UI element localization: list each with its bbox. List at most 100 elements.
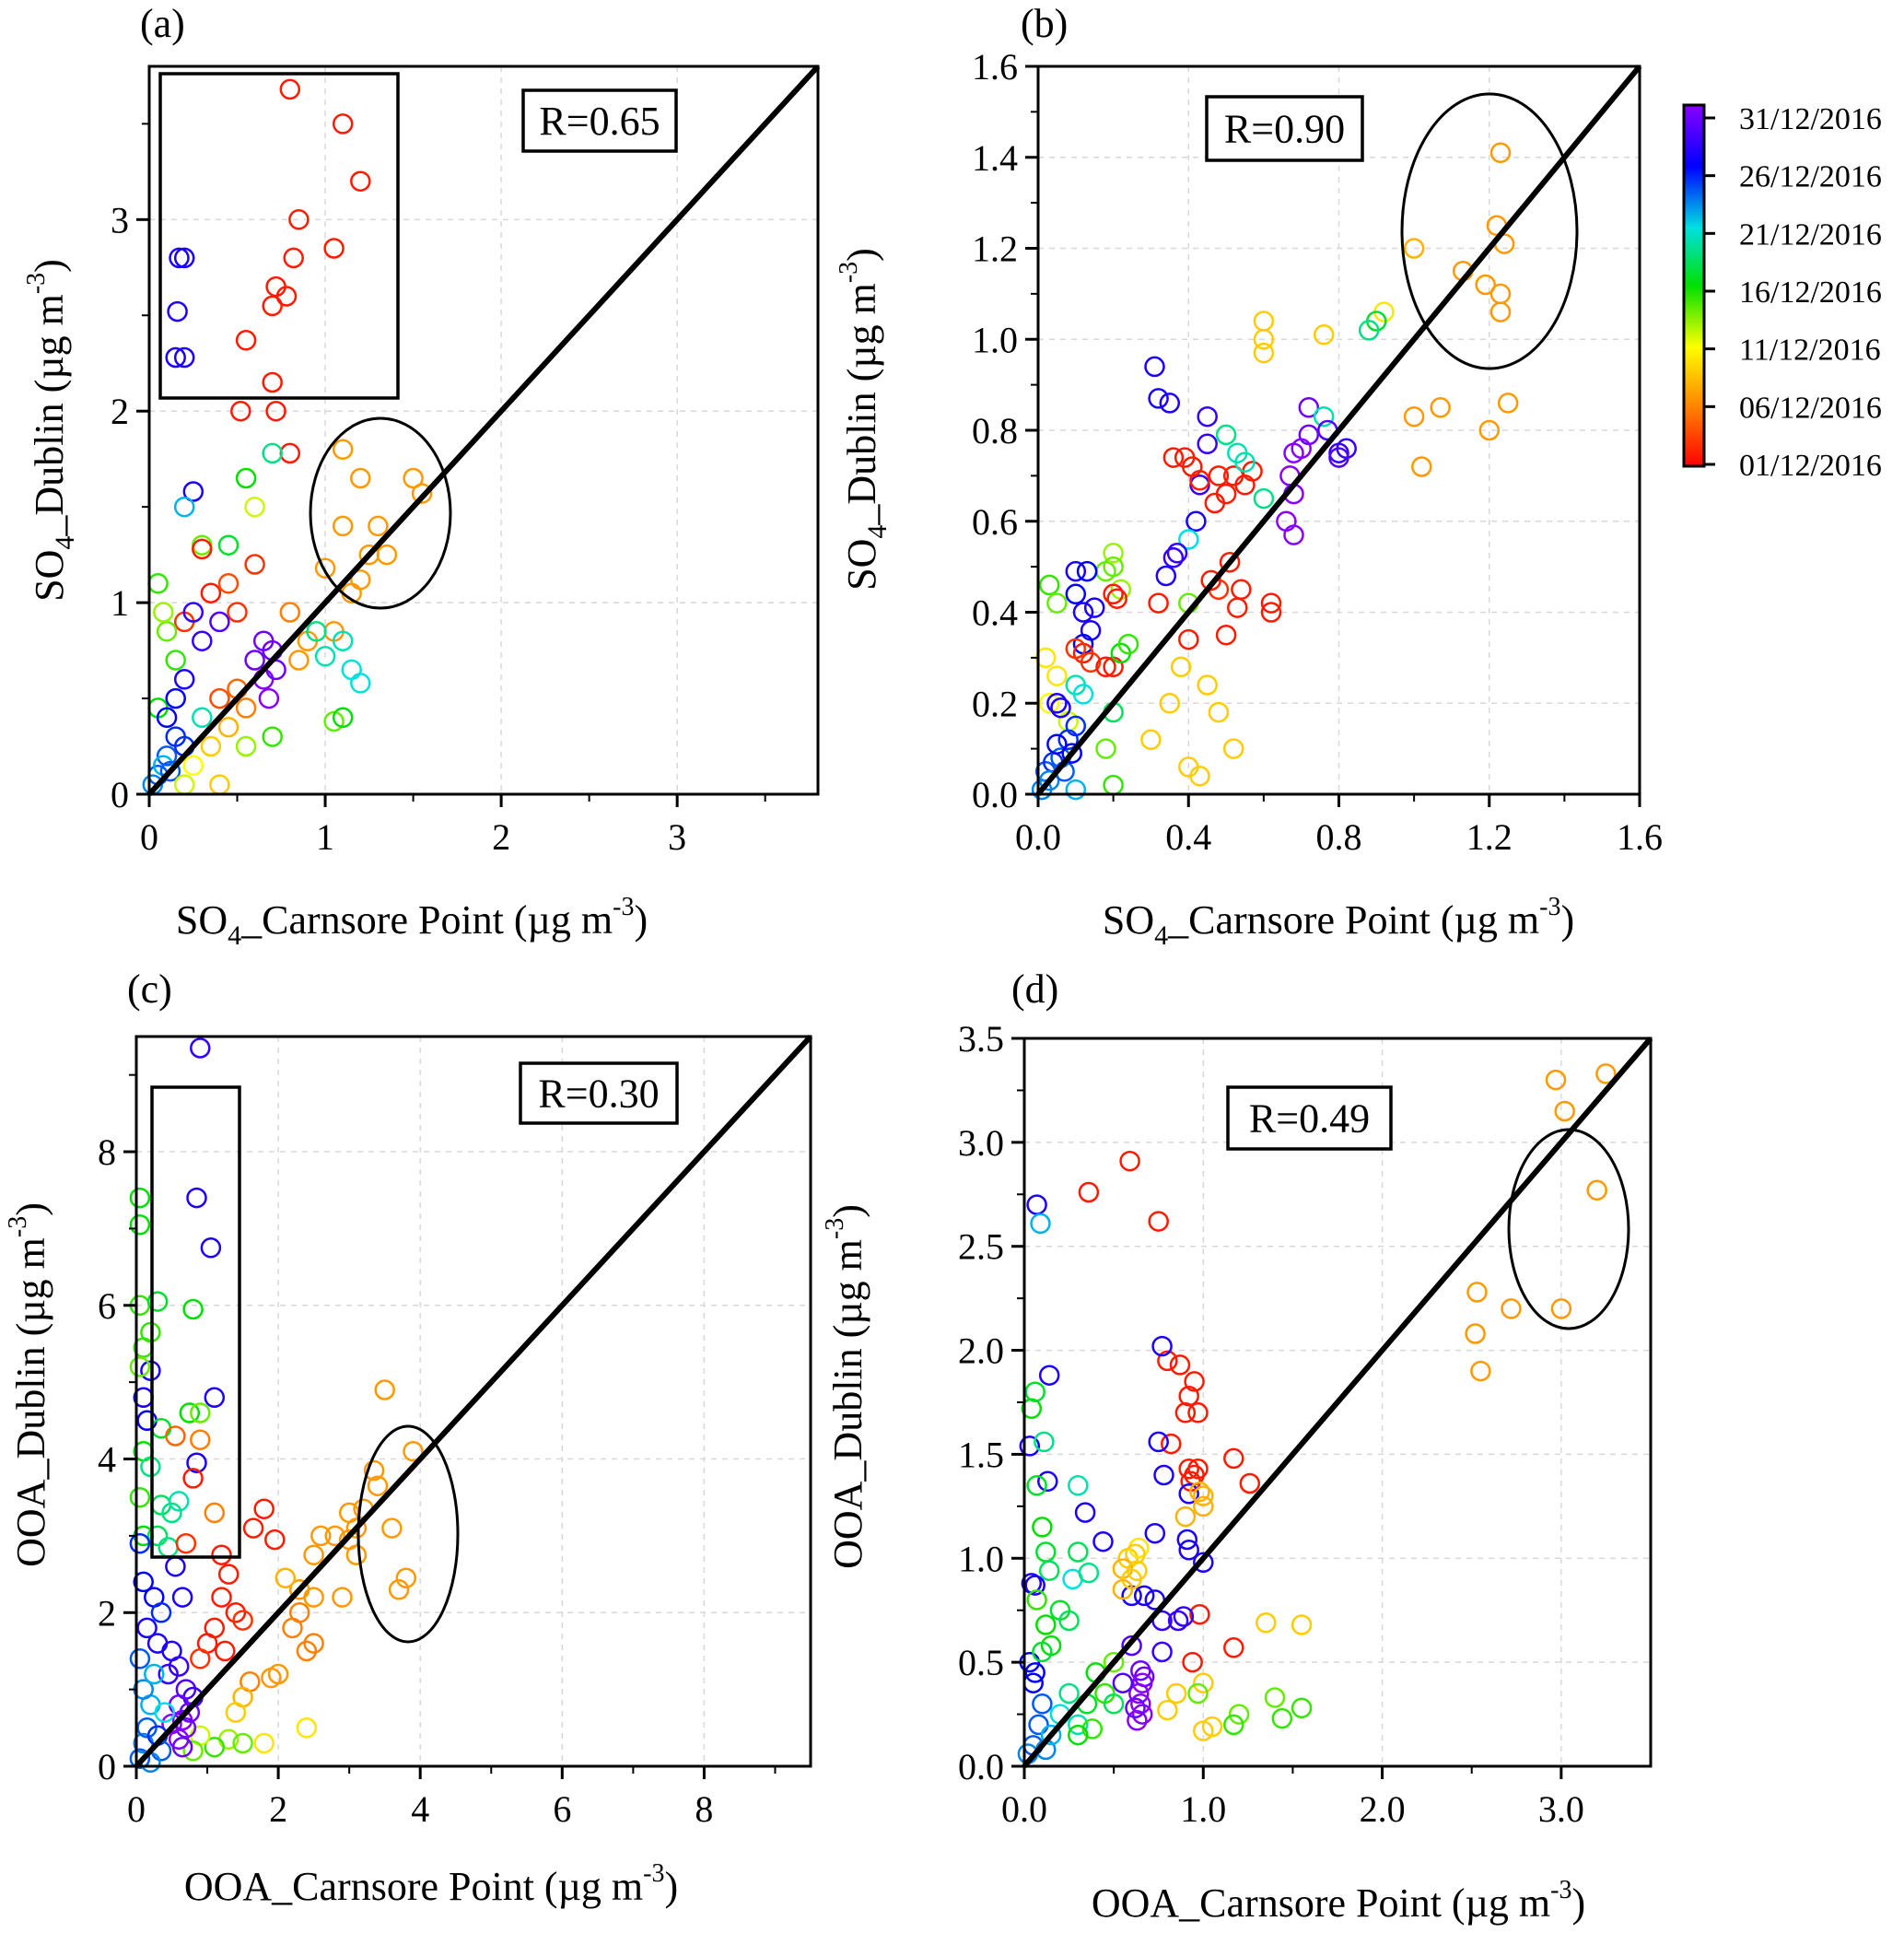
x-tick-label: 3 [668, 816, 686, 858]
data-point [136, 1617, 158, 1639]
data-point [211, 1587, 232, 1608]
data-point [1189, 1603, 1210, 1625]
data-point [1038, 693, 1060, 714]
data-point [1131, 1672, 1153, 1693]
y-tick-label: 1.6 [972, 46, 1018, 88]
data-point [182, 1298, 204, 1320]
data-point [1227, 597, 1248, 618]
one-to-one-line [146, 64, 821, 797]
data-point [258, 687, 280, 709]
y-tick-label: 3.0 [958, 1122, 1004, 1164]
data-point [1228, 1704, 1250, 1725]
data-point [190, 1037, 211, 1059]
data-point [275, 1567, 297, 1588]
data-point [150, 1417, 172, 1439]
colorbar: 31/12/2016 26/12/2016 21/12/2016 16/12/2016… [1682, 102, 1882, 483]
data-point [175, 1532, 197, 1554]
data-point [230, 400, 251, 422]
y-axis-title: OOA_Dublin (µg m-3) [821, 1204, 870, 1569]
y-tick-label: 2 [98, 1592, 116, 1634]
data-point [244, 650, 265, 671]
data-point [165, 687, 186, 709]
data-point [1040, 1724, 1062, 1746]
data-point [209, 611, 230, 633]
data-point [1140, 729, 1162, 751]
data-point [1193, 1552, 1214, 1574]
data-point [1103, 556, 1124, 578]
y-tick-label: 0.0 [958, 1746, 1004, 1787]
data-point [1219, 551, 1241, 573]
data-point [1174, 1402, 1197, 1423]
correlation-box [521, 88, 678, 153]
data-point [1092, 1530, 1114, 1552]
data-point [314, 646, 336, 667]
y-tick-label: 0.0 [972, 774, 1018, 815]
data-point [1222, 738, 1244, 759]
data-point [1193, 1495, 1214, 1517]
data-point [1187, 1458, 1209, 1480]
data-point [306, 621, 327, 642]
data-point [182, 602, 204, 623]
data-point [235, 697, 257, 719]
data-point [1178, 1483, 1199, 1505]
data-point [1106, 588, 1127, 609]
data-point [265, 275, 286, 298]
data-point [345, 1517, 368, 1539]
data-point [1497, 392, 1519, 414]
data-point [200, 582, 222, 603]
data-point [288, 650, 310, 671]
x-tick-label: 0.8 [1316, 816, 1362, 858]
y-tick-label: 1 [111, 582, 129, 624]
data-point [1032, 1641, 1053, 1663]
data-point [403, 467, 424, 489]
data-point [1026, 1475, 1047, 1496]
y-tick-label: 0.4 [972, 592, 1018, 634]
panel-letter: (c) [127, 966, 172, 1012]
data-point [1208, 465, 1230, 486]
data-point [244, 554, 265, 575]
episode-ellipse [356, 1424, 460, 1644]
data-point [1133, 1585, 1155, 1607]
data-point [1554, 1100, 1575, 1122]
data-point [1131, 1704, 1153, 1725]
data-point [1068, 1724, 1089, 1746]
y-tick-label: 3.5 [958, 1018, 1004, 1060]
data-point [200, 1237, 222, 1259]
data-point [253, 1732, 275, 1754]
data-point [182, 1740, 204, 1762]
data-point [1148, 388, 1169, 409]
data-point [1019, 1435, 1041, 1457]
one-to-one-line [134, 1034, 813, 1769]
data-point [332, 113, 354, 135]
y-tick-label: 8 [98, 1131, 116, 1173]
data-point [1358, 320, 1380, 341]
data-point [1128, 1682, 1150, 1705]
data-point [350, 467, 371, 489]
plot-frame [134, 1035, 812, 1768]
data-point [1157, 1699, 1178, 1721]
data-point [1072, 602, 1094, 623]
data-point [1068, 1475, 1089, 1496]
data-point [1193, 1485, 1214, 1506]
data-point [129, 1486, 151, 1508]
data-point [1038, 1560, 1060, 1582]
data-point [1103, 774, 1124, 796]
panel-3: 0 2 4 6 8 0 2 4 6 8 R=0.30 (c) OOA_Carnsore Point (µ… [4, 966, 813, 1909]
data-point [1024, 1381, 1045, 1402]
inset-rectangle [158, 72, 400, 400]
data-point [136, 1717, 158, 1739]
data-point [1178, 529, 1199, 550]
data-point [1550, 1298, 1572, 1319]
data-point [1478, 419, 1501, 441]
data-point [345, 1544, 368, 1565]
y-tick-label: 6 [98, 1285, 116, 1327]
panel-letter: (d) [1011, 966, 1058, 1012]
data-point [350, 170, 371, 192]
data-point [1119, 1150, 1140, 1172]
x-tick-label: 2 [492, 816, 510, 858]
data-point [1144, 356, 1165, 378]
data-point [1256, 1612, 1277, 1634]
data-point [1121, 1634, 1142, 1657]
data-point [1148, 1431, 1169, 1453]
y-tick-label: 2.5 [958, 1226, 1004, 1268]
